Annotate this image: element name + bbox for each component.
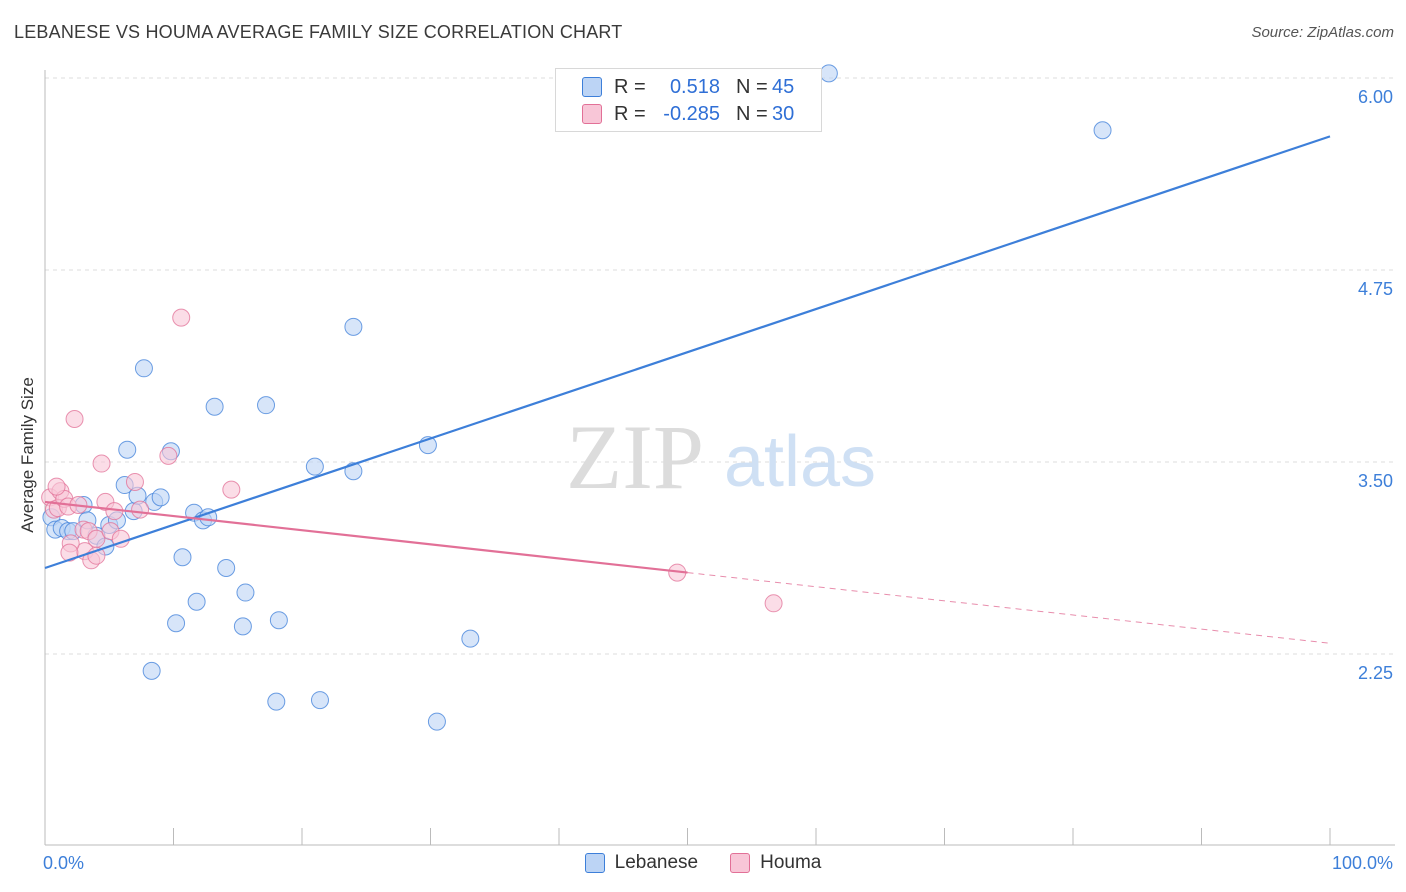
houma-point — [172, 308, 191, 327]
source-label: Source: ZipAtlas.com — [1251, 24, 1394, 41]
houma-point — [764, 594, 783, 613]
houma-swatch — [730, 853, 751, 873]
data-points — [41, 64, 1112, 731]
r-value: 0.518 — [669, 75, 720, 98]
lebanese-point — [233, 617, 252, 636]
lebanese-point — [205, 397, 224, 416]
houma-point — [92, 454, 111, 473]
houma-trend-line-extrapolated — [687, 572, 1331, 644]
lebanese-point — [217, 558, 236, 577]
lebanese-point — [269, 611, 288, 630]
lebanese-point — [305, 457, 324, 476]
x-tick-label: 0.0% — [43, 853, 84, 873]
legend-item-houma[interactable]: Houma — [730, 852, 821, 874]
n-value: 30 — [772, 102, 795, 125]
houma-point — [222, 480, 241, 499]
r-label: R = — [614, 75, 646, 98]
n-label: N = — [736, 102, 768, 125]
r-label: R = — [614, 102, 646, 125]
lebanese-point — [427, 712, 446, 731]
watermark: ZIP atlas — [566, 406, 876, 508]
lebanese-point — [819, 64, 838, 83]
n-label: N = — [736, 75, 768, 98]
lebanese-point — [310, 691, 329, 710]
legend-row-lebanese: R = 0.518 N = 45 — [582, 74, 794, 100]
grid-lines — [45, 77, 1395, 655]
houma-trend-line — [44, 500, 688, 574]
watermark-zip: ZIP — [566, 406, 704, 508]
axes — [44, 70, 1395, 846]
lebanese-point — [267, 692, 286, 711]
y-tick-label: 4.75 — [1358, 279, 1393, 299]
lebanese-point — [167, 614, 186, 633]
tick-labels: 2.25 3.50 4.75 6.00 0.0% 100.0% — [43, 87, 1393, 873]
legend-item-lebanese[interactable]: Lebanese — [584, 852, 699, 874]
houma-point — [125, 472, 144, 491]
houma-point — [131, 500, 150, 519]
lebanese-point — [461, 629, 480, 648]
y-tick-label: 2.25 — [1358, 663, 1393, 683]
lebanese-point — [118, 440, 137, 459]
y-tick-label: 3.50 — [1358, 471, 1393, 491]
houma-point — [65, 409, 84, 428]
legend-label-houma: Houma — [760, 852, 822, 873]
houma-point — [60, 543, 79, 562]
lebanese-point — [151, 488, 170, 507]
lebanese-swatch — [584, 853, 605, 873]
lebanese-point — [187, 592, 206, 611]
lebanese-point — [199, 508, 218, 527]
trend-lines — [44, 135, 1331, 644]
lebanese-point — [134, 359, 153, 378]
chart-title: LEBANESE VS HOUMA AVERAGE FAMILY SIZE CO… — [14, 22, 623, 42]
legend-label-lebanese: Lebanese — [614, 852, 699, 873]
lebanese-point — [1093, 121, 1112, 140]
legend-row-houma: R = -0.285 N = 30 — [582, 101, 794, 127]
lebanese-point — [236, 583, 255, 602]
lebanese-swatch — [582, 77, 602, 97]
n-value: 45 — [772, 75, 795, 98]
correlation-legend: R = 0.518 N = 45 R = -0.285 N = 30 — [555, 68, 822, 132]
r-value: -0.285 — [663, 102, 720, 125]
lebanese-point — [344, 317, 363, 336]
y-tick-label: 6.00 — [1358, 87, 1393, 107]
lebanese-point — [173, 548, 192, 567]
lebanese-point — [142, 661, 161, 680]
houma-point — [159, 446, 178, 465]
lebanese-point — [257, 396, 276, 415]
x-tick-label: 100.0% — [1332, 853, 1393, 873]
houma-swatch — [582, 104, 602, 124]
lebanese-trend-line — [44, 135, 1331, 570]
series-legend: Lebanese Houma — [0, 852, 1406, 874]
houma-point — [47, 477, 66, 496]
watermark-atlas: atlas — [724, 422, 876, 502]
